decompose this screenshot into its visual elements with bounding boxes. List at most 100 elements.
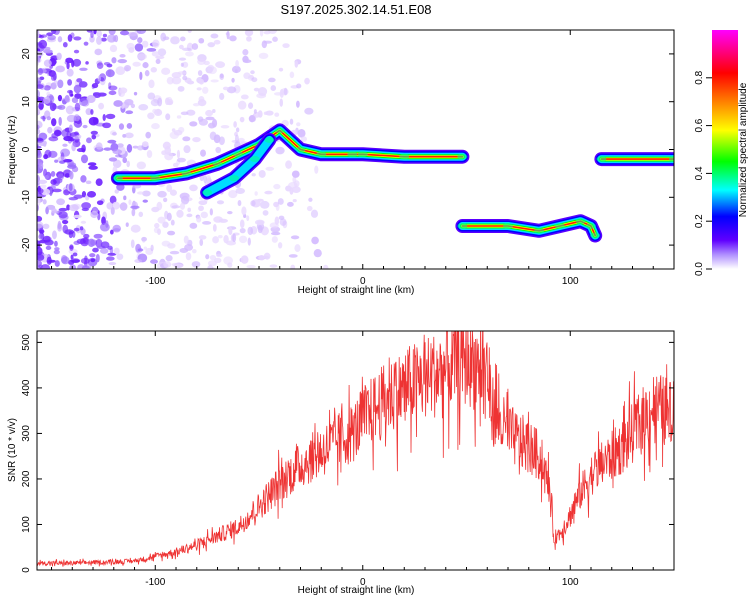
noise-blob: [67, 89, 73, 94]
ridge-blob: [503, 222, 514, 229]
noise-blob: [306, 205, 313, 212]
noise-blob: [56, 52, 62, 61]
noise-blob: [119, 202, 128, 211]
noise-blob: [247, 226, 254, 236]
noise-blob: [247, 237, 251, 246]
noise-blob: [205, 254, 210, 260]
noise-blob: [37, 151, 42, 159]
noise-blob: [49, 102, 57, 112]
noise-blob: [304, 107, 314, 115]
noise-blob: [291, 186, 301, 194]
noise-blob: [275, 202, 280, 212]
noise-blob: [63, 189, 70, 196]
noise-blob: [182, 75, 188, 81]
noise-blob: [132, 61, 141, 67]
noise-blob: [208, 264, 213, 269]
noise-blob: [46, 116, 52, 121]
noise-blob: [171, 76, 182, 85]
noise-blob: [213, 39, 221, 45]
noise-blob: [68, 183, 73, 192]
noise-blob: [287, 201, 294, 207]
noise-blob: [239, 116, 245, 123]
noise-blob: [114, 189, 119, 194]
noise-blob: [189, 222, 198, 229]
noise-blob: [242, 49, 249, 56]
noise-blob: [215, 146, 222, 154]
ridge-band-2: [203, 135, 274, 197]
noise-blob: [176, 149, 181, 159]
noise-blob: [95, 253, 100, 263]
noise-blob: [144, 70, 150, 77]
noise-blob: [170, 219, 175, 226]
noise-blob: [108, 90, 117, 96]
noise-blob: [210, 79, 219, 83]
noise-blob: [37, 84, 44, 89]
noise-blob: [209, 131, 217, 141]
noise-blob: [304, 77, 310, 85]
noise-blob: [73, 84, 82, 94]
noise-blob: [80, 154, 89, 164]
noise-blob: [119, 30, 130, 36]
noise-blob: [43, 59, 52, 67]
noise-blob: [165, 254, 173, 262]
noise-blob: [310, 209, 319, 218]
noise-blob: [186, 213, 193, 218]
noise-blob: [51, 207, 57, 214]
noise-blob: [264, 190, 273, 195]
noise-blob: [191, 261, 201, 268]
noise-blob: [58, 207, 68, 212]
noise-blob: [254, 191, 258, 196]
noise-blob: [178, 44, 184, 50]
noise-blob: [242, 59, 252, 64]
noise-blob: [37, 124, 40, 130]
noise-blob: [74, 131, 79, 136]
noise-blob: [57, 220, 62, 230]
noise-blob: [86, 137, 92, 144]
colorbar-ticks: 0.0 0.2 0.4 0.6 0.8: [694, 70, 712, 276]
noise-blob: [125, 110, 134, 115]
noise-blob: [220, 124, 230, 129]
noise-blob: [134, 258, 143, 264]
noise-blob: [272, 36, 278, 42]
noise-blob: [64, 95, 70, 103]
noise-blob: [151, 51, 160, 57]
ridge-blob: [112, 175, 123, 182]
noise-blob: [290, 264, 296, 269]
noise-blob: [258, 255, 265, 261]
noise-blob: [91, 134, 97, 140]
ridge-blob: [264, 136, 275, 143]
noise-blob: [186, 109, 196, 116]
noise-blob: [300, 136, 307, 142]
noise-blob: [196, 215, 202, 223]
noise-blob: [200, 149, 207, 157]
noise-blob: [128, 199, 132, 205]
noise-blob: [132, 184, 142, 189]
noise-blob: [231, 77, 235, 83]
noise-blob: [69, 170, 74, 180]
noise-blob: [116, 253, 124, 261]
noise-blob: [61, 129, 69, 138]
noise-blob: [223, 235, 229, 244]
noise-blob: [292, 199, 297, 203]
noise-blob: [313, 249, 322, 258]
noise-blob: [70, 93, 74, 97]
noise-blob: [196, 87, 202, 91]
noise-blob: [164, 97, 170, 106]
noise-blob: [67, 34, 73, 42]
noise-blob: [52, 72, 57, 81]
colorbar-tick-label: 0.0: [694, 262, 705, 276]
noise-blob: [179, 202, 186, 210]
noise-blob: [46, 91, 51, 97]
noise-blob: [79, 67, 88, 71]
noise-blob: [50, 171, 56, 177]
noise-blob: [131, 208, 136, 217]
snr-plot-area: [37, 331, 674, 570]
noise-blob: [240, 94, 249, 100]
noise-blob: [258, 52, 269, 59]
noise-blob: [142, 199, 148, 203]
noise-blob: [205, 116, 215, 121]
noise-blob: [113, 100, 123, 107]
ridge-blob: [212, 160, 223, 167]
ridge-blob: [295, 146, 306, 153]
colorbar-label: Normalized spectral amplitude: [738, 82, 749, 217]
